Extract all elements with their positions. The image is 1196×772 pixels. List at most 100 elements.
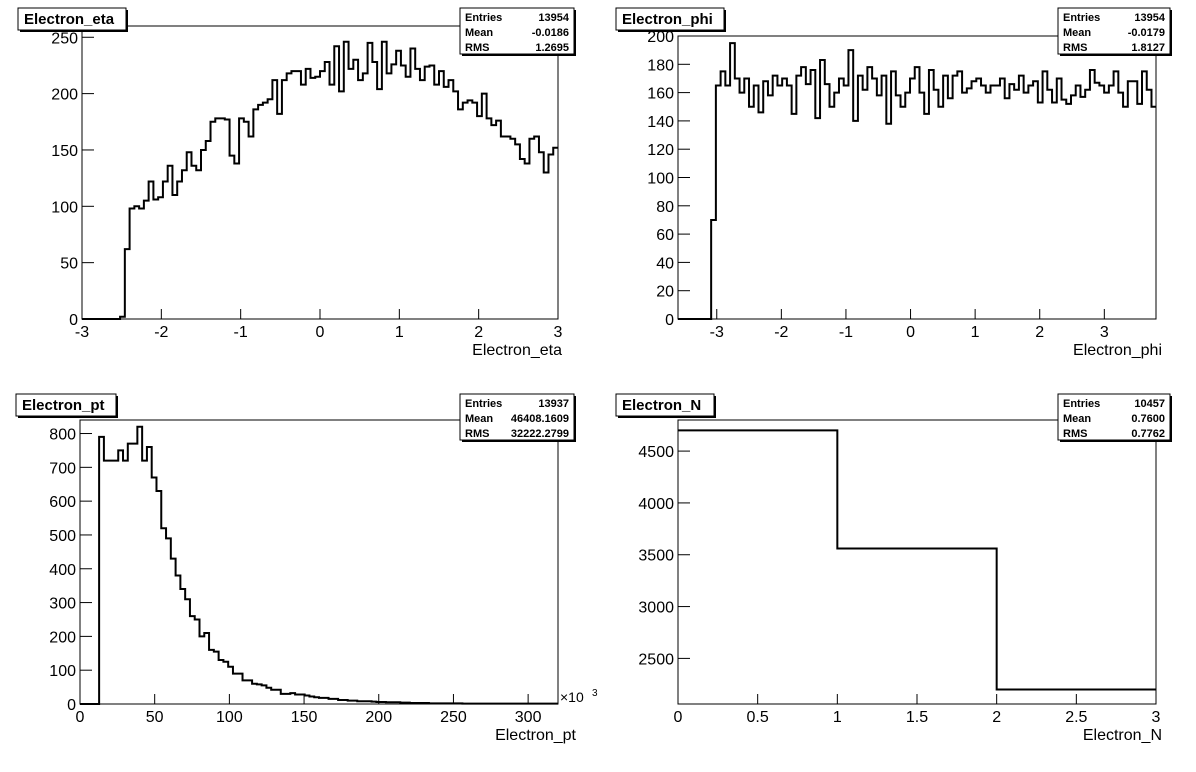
histogram-line <box>678 42 1156 320</box>
histogram-bar <box>152 477 157 704</box>
histogram-bar <box>453 91 458 319</box>
histogram-bar <box>1080 97 1085 319</box>
y-tick-label: 140 <box>647 114 674 131</box>
histogram-bar <box>910 78 915 319</box>
x-tick-label: -3 <box>710 324 724 341</box>
histogram-bar <box>962 93 967 319</box>
x-tick-label: -1 <box>839 324 853 341</box>
histogram-bar <box>134 206 139 319</box>
y-tick-label: 600 <box>49 494 76 511</box>
histogram-bar <box>252 684 257 704</box>
histogram-bar <box>501 136 506 319</box>
stats-rms-label: RMS <box>1063 42 1087 54</box>
histogram-bar <box>844 86 849 319</box>
histogram-title: Electron_eta <box>24 11 115 28</box>
histogram-bar <box>515 144 520 319</box>
stats-rms-label: RMS <box>465 428 489 440</box>
x-tick-label: 0 <box>76 709 85 726</box>
y-tick-label: 500 <box>49 528 76 545</box>
histogram-title-box: Electron_N <box>615 393 716 418</box>
x-axis-title: Electron_phi <box>1073 342 1162 359</box>
histogram-bar <box>525 163 530 319</box>
histogram-line <box>80 425 558 705</box>
histogram-bar <box>901 107 906 319</box>
histogram-bar <box>211 122 216 319</box>
stats-rms-value: 32222.2799 <box>511 428 569 440</box>
y-tick-label: 60 <box>656 227 674 244</box>
histogram-bar <box>180 589 185 704</box>
histogram-bar <box>353 60 358 319</box>
histogram-bar <box>363 73 368 319</box>
y-tick-label: 100 <box>51 199 78 216</box>
histogram-bar <box>176 576 181 704</box>
histogram-bar <box>863 90 868 319</box>
x-tick-label: 50 <box>146 709 164 726</box>
y-tick-label: 100 <box>647 171 674 188</box>
histogram-bar <box>539 152 544 319</box>
y-tick-label: 100 <box>49 663 76 680</box>
y-axis: 0 50 100 150 200 250 <box>51 30 94 329</box>
histogram-bar <box>463 103 468 319</box>
histogram-bar <box>190 616 195 704</box>
histogram-bar <box>287 73 292 319</box>
histogram-bar <box>104 461 109 704</box>
histogram-bar <box>768 95 773 319</box>
x-tick-label: 0.5 <box>747 709 769 726</box>
histogram-title-box: Electron_eta <box>17 7 128 32</box>
histogram-bar <box>258 105 263 319</box>
histogram-bar <box>477 116 482 319</box>
histogram-title: Electron_phi <box>622 11 713 28</box>
histogram-bar <box>286 694 291 704</box>
histogram-bar <box>1019 76 1024 319</box>
histogram-bar <box>787 86 792 319</box>
y-tick-label: 0 <box>67 697 76 714</box>
stats-entries-value: 13954 <box>538 12 569 24</box>
histogram-bar <box>444 87 449 319</box>
stats-entries-label: Entries <box>1063 12 1100 24</box>
x-axis-title: Electron_N <box>1083 727 1162 744</box>
histogram-bar <box>187 152 192 319</box>
histogram-bar <box>877 95 882 319</box>
x-tick-label: -3 <box>75 324 89 341</box>
histogram-bar <box>957 71 962 319</box>
histogram-title-box: Electron_pt <box>15 393 118 418</box>
stats-frame <box>1057 7 1171 55</box>
stats-mean-label: Mean <box>1063 27 1091 39</box>
histogram-bar <box>163 182 168 319</box>
histogram-bar <box>415 69 420 319</box>
histogram-bar <box>763 81 768 319</box>
stats-mean-value: 0.7600 <box>1131 413 1165 425</box>
x-tick-label: 300 <box>515 709 542 726</box>
histogram-bar <box>815 118 820 319</box>
histogram-bar <box>934 90 939 319</box>
stats-box: Entries 13937 Mean 46408.1609 RMS 32222.2799 <box>459 393 576 442</box>
stats-entries-label: Entries <box>465 12 502 24</box>
histogram-bar <box>990 86 995 319</box>
histogram-bar <box>896 95 901 319</box>
x-tick-label: -2 <box>774 324 788 341</box>
stats-entries-label: Entries <box>465 398 502 410</box>
histogram-bar <box>330 85 335 319</box>
stats-entries-label: Entries <box>1063 398 1100 410</box>
stats-rms-label: RMS <box>465 42 489 54</box>
histogram-bar <box>1028 86 1033 319</box>
histogram-bar <box>177 182 182 319</box>
histogram-bar <box>139 209 144 319</box>
y-tick-label: 2500 <box>638 651 674 668</box>
histogram-bar <box>801 67 806 319</box>
histogram-bar <box>1043 71 1048 319</box>
histogram-bar <box>268 99 273 319</box>
histogram-bar <box>491 125 496 319</box>
y-tick-label: 4500 <box>638 444 674 461</box>
histogram-bar <box>263 103 268 319</box>
histogram-bar <box>487 118 492 319</box>
histogram-bar <box>233 674 238 704</box>
histogram-line <box>678 429 1156 691</box>
stats-mean-value: 46408.1609 <box>511 413 569 425</box>
histogram-bar <box>735 78 740 319</box>
histogram-bar <box>420 80 425 319</box>
histogram-bar <box>272 80 277 319</box>
histogram-bar <box>171 559 176 704</box>
